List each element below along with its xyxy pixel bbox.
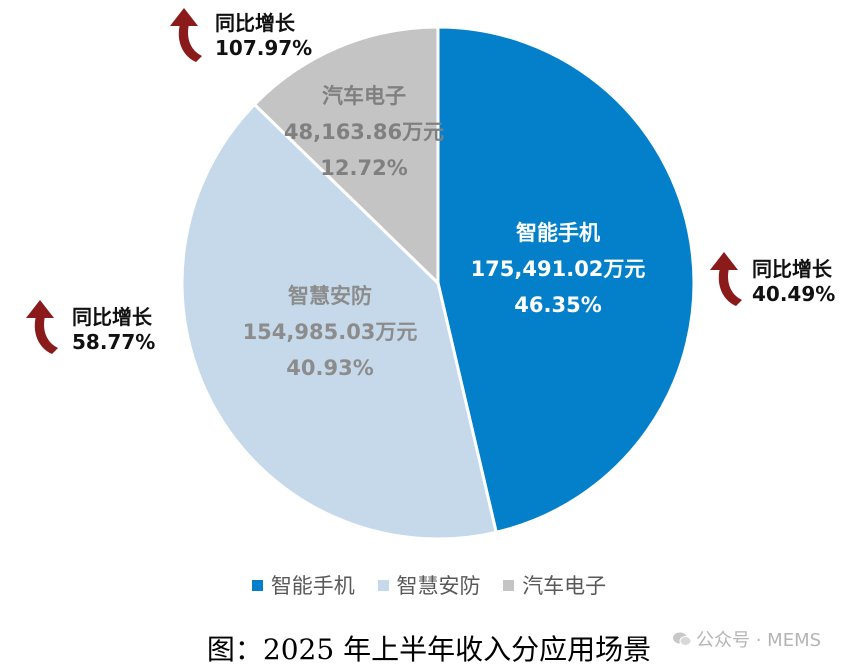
slice-smartphone	[436, 25, 696, 534]
growth-value: 40.49%	[752, 282, 835, 306]
slice-security	[180, 103, 498, 541]
up-arrow-icon	[26, 300, 54, 318]
legend-item-auto: 汽车电子	[503, 570, 606, 600]
up-arrow-icon	[170, 8, 198, 26]
growth-label: 同比增长	[215, 11, 296, 35]
legend-item-smartphone: 智能手机	[251, 570, 355, 600]
slice-name: 智慧安防	[288, 284, 372, 308]
growth-label: 同比增长	[72, 305, 153, 329]
legend: 智能手机 智慧安防 汽车电子	[0, 570, 858, 600]
growth-arrow-shaft	[178, 24, 202, 62]
watermark: 公众号 · MEMS	[672, 626, 821, 652]
slice-value: 175,491.02万元	[471, 257, 646, 281]
slice-value: 154,985.03万元	[243, 320, 418, 344]
slice-name: 智能手机	[516, 221, 600, 245]
legend-swatch	[503, 579, 515, 591]
slice-name: 汽车电子	[322, 84, 406, 108]
figure-caption: 图：2025 年上半年收入分应用场景	[206, 633, 652, 666]
watermark-text: 公众号 · MEMS	[696, 630, 822, 651]
slice-percent: 12.72%	[320, 156, 407, 180]
growth-arrow-shaft	[34, 316, 58, 354]
growth-value: 107.97%	[215, 36, 312, 60]
growth-value: 58.77%	[72, 330, 155, 354]
slice-value: 48,163.86万元	[284, 120, 444, 144]
slice-auto	[252, 25, 440, 285]
growth-arrow-shaft	[718, 268, 742, 306]
legend-label: 智能手机	[270, 574, 355, 598]
growth-label: 同比增长	[752, 257, 833, 281]
legend-swatch	[377, 579, 389, 591]
wechat-icon	[673, 632, 692, 646]
slice-percent: 46.35%	[514, 293, 601, 317]
pie-slices	[180, 25, 696, 541]
legend-label: 汽车电子	[522, 574, 607, 598]
slice-labels: 智能手机 175,491.02万元 46.35% 智慧安防 154,985.03万元 40…	[243, 84, 646, 380]
slice-percent: 40.93%	[286, 356, 373, 380]
legend-label: 智慧安防	[396, 574, 481, 598]
legend-swatch	[251, 579, 263, 591]
up-arrow-icon	[710, 252, 738, 270]
legend-item-security: 智慧安防	[377, 570, 481, 600]
